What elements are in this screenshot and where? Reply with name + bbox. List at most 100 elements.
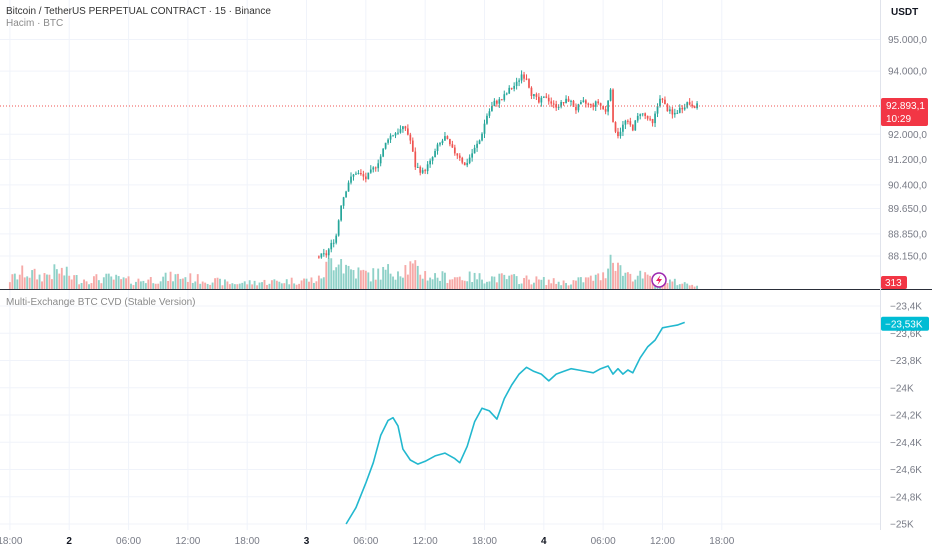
candle-body	[649, 118, 651, 120]
volume-bar	[498, 273, 501, 289]
volume-bar	[298, 283, 301, 289]
volume-bar	[374, 279, 377, 289]
candle-body	[397, 132, 399, 134]
candle-body	[441, 140, 444, 144]
volume-bar	[60, 267, 63, 289]
time-tick-label: 2	[66, 536, 72, 547]
volume-bar	[211, 282, 214, 289]
time-tick-label: 12:00	[650, 536, 675, 547]
candle-body	[419, 166, 422, 173]
candle-body	[500, 99, 503, 101]
candle-body	[456, 153, 459, 156]
volume-bar	[510, 274, 513, 289]
volume-bar	[228, 284, 231, 289]
volume-bar	[537, 279, 540, 289]
volume-bar	[28, 277, 31, 289]
candle-body	[436, 144, 439, 152]
volume-bar	[233, 284, 236, 289]
candle-body	[520, 74, 523, 81]
volume-bar	[144, 283, 147, 289]
candle-body	[565, 98, 567, 104]
volume-bar	[577, 277, 580, 289]
volume-bar	[80, 283, 83, 289]
volume-bar	[505, 279, 508, 289]
volume-bar	[406, 274, 409, 289]
volume-bar	[646, 274, 649, 289]
volume-bar	[258, 282, 261, 289]
candle-body	[468, 157, 471, 163]
volume-bar	[411, 263, 414, 289]
candle-body	[644, 113, 647, 116]
candle-body	[473, 147, 476, 154]
candle-body	[352, 174, 355, 177]
candle-body	[570, 100, 572, 102]
volume-bar	[120, 279, 123, 289]
cvd-tick-label: −23,6K	[890, 329, 922, 340]
candle-body	[414, 151, 417, 168]
volume-bar	[634, 279, 637, 289]
volume-bar	[322, 277, 325, 289]
volume-bar	[21, 265, 24, 289]
volume-bar	[681, 283, 684, 289]
volume-bar	[48, 274, 51, 289]
volume-bar	[401, 277, 404, 289]
volume-bar	[308, 281, 310, 289]
candle-body	[669, 109, 671, 112]
candle-body	[523, 74, 525, 79]
volume-legend[interactable]: Hacim · BTC	[6, 18, 64, 29]
volume-bar	[327, 258, 330, 289]
candle-body	[481, 133, 483, 141]
volume-bar	[38, 274, 41, 289]
candle-body	[458, 155, 461, 158]
volume-bar	[441, 271, 444, 289]
volume-bar	[567, 285, 570, 289]
candle-body	[439, 143, 441, 145]
volume-bar	[55, 269, 58, 289]
volume-bar	[102, 277, 105, 289]
volume-bar	[552, 278, 555, 289]
price-tick-label: 92.000,0	[888, 130, 927, 141]
volume-bar	[65, 266, 68, 289]
volume-bar	[238, 283, 241, 289]
volume-bar	[359, 270, 362, 289]
volume-bar	[149, 277, 152, 289]
volume-bar	[599, 280, 602, 289]
volume-bar	[562, 280, 565, 289]
candle-body	[592, 104, 595, 107]
candle-body	[617, 131, 619, 137]
candle-body	[659, 98, 661, 107]
volume-bar	[532, 282, 535, 289]
volume-bar	[214, 278, 216, 289]
volume-bar	[73, 275, 76, 289]
candle-body	[421, 170, 424, 173]
candle-body	[369, 169, 372, 173]
candle-body	[641, 113, 644, 115]
volume-bar	[290, 277, 293, 289]
candle-body	[364, 176, 367, 180]
candle-body	[379, 156, 382, 164]
volume-bar	[644, 272, 647, 289]
volume-bar	[340, 259, 343, 289]
volume-bar	[26, 276, 29, 289]
volume-bar	[280, 283, 283, 289]
volume-bar	[300, 280, 303, 289]
chart-title[interactable]: Bitcoin / TetherUS PERPETUAL CONTRACT · …	[6, 6, 271, 17]
lightning-icon-glyph	[656, 275, 662, 285]
volume-bar	[186, 281, 189, 289]
volume-bar	[683, 282, 686, 289]
volume-bar	[303, 278, 305, 289]
volume-bar	[88, 284, 90, 289]
candle-body	[646, 115, 649, 119]
volume-bar	[584, 277, 587, 289]
volume-bar	[90, 283, 93, 289]
volume-bar	[68, 275, 71, 289]
candle-body	[513, 85, 516, 89]
volume-bars	[8, 254, 699, 289]
candle-body	[673, 112, 676, 115]
indicator-legend[interactable]: Multi-Exchange BTC CVD (Stable Version)	[6, 297, 196, 308]
volume-bar	[490, 276, 493, 289]
volume-bar	[392, 276, 394, 289]
volume-bar	[112, 279, 115, 289]
